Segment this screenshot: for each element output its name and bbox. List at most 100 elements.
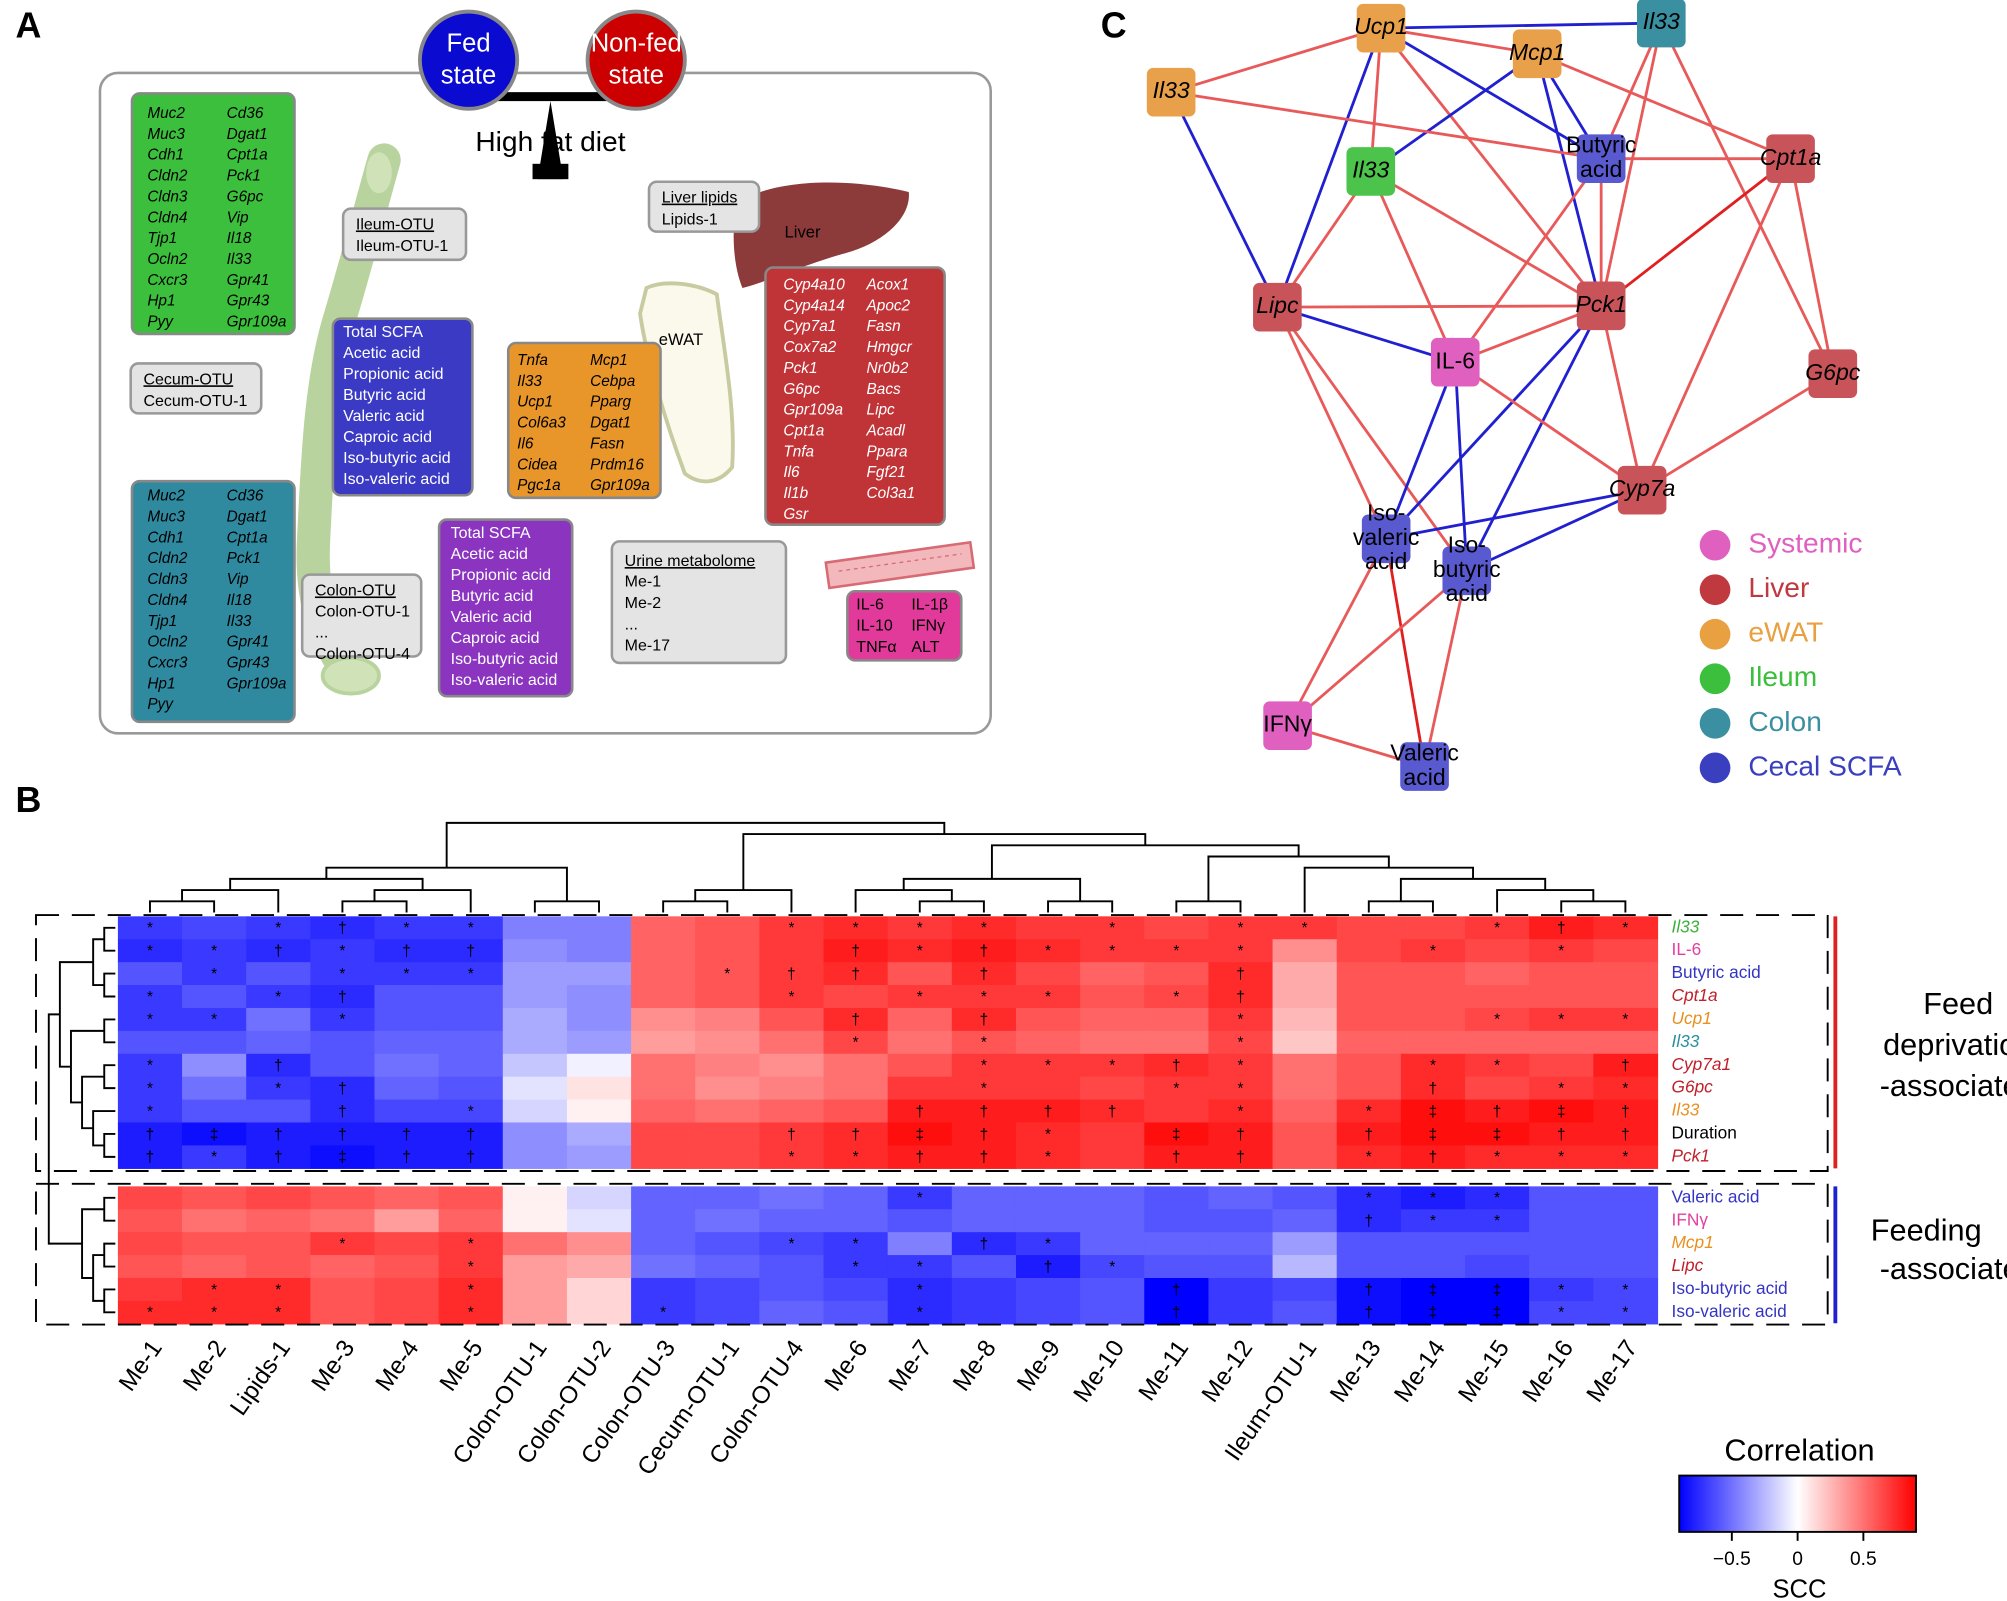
heatmap-cell (438, 1277, 504, 1302)
box-item: Il18 (227, 230, 252, 247)
significance-mark: * (147, 943, 153, 960)
box-item: Cpt1a (783, 422, 824, 439)
row-label: Ucp1 (1672, 1008, 1712, 1028)
heatmap-cell (117, 1076, 183, 1101)
heatmap-cell (1015, 1145, 1081, 1169)
significance-mark: † (274, 1149, 283, 1166)
significance-mark: * (1173, 989, 1179, 1006)
heatmap-cell (631, 1030, 696, 1055)
heatmap-cell (1465, 1099, 1530, 1124)
significance-mark: † (402, 1126, 411, 1143)
node (1808, 349, 1858, 399)
box-item: Gpr109a (227, 314, 287, 331)
edge (1380, 26, 1538, 56)
significance-mark: ‡ (1493, 1305, 1502, 1322)
heatmap-cell (1593, 1186, 1659, 1210)
dendrogram-branch (341, 900, 408, 913)
heatmap-cell (1336, 1186, 1402, 1210)
heatmap-cell (1015, 1007, 1081, 1032)
significance-mark: * (1494, 1012, 1500, 1029)
heatmap-cell (438, 985, 504, 1009)
heatmap-cell (1400, 1255, 1466, 1279)
box-item: Hp1 (147, 293, 175, 310)
heatmap-cell (310, 1099, 376, 1124)
dendrogram-branch (92, 938, 105, 987)
legend-label: eWAT (1748, 617, 1823, 648)
significance-mark: † (1557, 920, 1566, 937)
significance-mark: * (788, 1149, 794, 1166)
significance-mark: * (1238, 1080, 1244, 1097)
box-item: Tjp1 (147, 613, 177, 630)
significance-mark: † (980, 1012, 989, 1029)
heatmap-cell (695, 1255, 761, 1279)
significance-mark: † (338, 1103, 347, 1120)
heatmap-cell (1465, 1007, 1530, 1032)
edge (1286, 569, 1468, 727)
significance-mark: † (1172, 1058, 1181, 1075)
significance-mark: * (853, 1259, 859, 1276)
significance-mark: † (1621, 1126, 1630, 1143)
heatmap-cell (1272, 1053, 1338, 1078)
heatmap-cell (951, 939, 1017, 963)
row-label: Butyric acid (1672, 962, 1761, 982)
heatmap-cell (1272, 1076, 1338, 1101)
heatmap-cell (1336, 1007, 1402, 1032)
box-item: Tnfa (783, 443, 814, 460)
heatmap-cell (951, 1122, 1017, 1147)
box-header: Urine metabolome (625, 553, 756, 570)
box-item: Gsr (783, 506, 809, 523)
heatmap-cell (502, 985, 568, 1009)
heatmap-cell (117, 1099, 183, 1124)
significance-mark: * (147, 1305, 153, 1322)
heatmap-cell (759, 962, 825, 986)
heatmap-cell (310, 1300, 376, 1325)
row-label: Iso-valeric acid (1672, 1301, 1787, 1321)
box-header: Ileum-OTU (356, 216, 434, 233)
heatmap-cell (1144, 985, 1210, 1009)
heatmap-cell (438, 1300, 504, 1325)
heatmap-cell (1015, 1122, 1081, 1147)
heatmap-cell (631, 1099, 696, 1124)
box-item: Fasn (590, 435, 624, 452)
node-label: Ucp1 (1354, 13, 1408, 39)
box-item: Cyp4a10 (783, 276, 845, 293)
heatmap-cell (566, 1300, 632, 1325)
heatmap-cell (566, 1186, 632, 1210)
box-item: Prdm16 (590, 456, 644, 473)
box-item: Pyy (147, 696, 174, 713)
node-label: acid (1365, 548, 1407, 574)
node-label: IFNγ (1263, 711, 1312, 737)
significance-mark: * (981, 989, 987, 1006)
heatmap-cell (1015, 1053, 1081, 1078)
heatmap-cell (1465, 1145, 1530, 1169)
dendrogram-branch (445, 821, 946, 868)
column-label: Me-15 (1453, 1335, 1515, 1407)
significance-mark: * (1494, 1058, 1500, 1075)
significance-mark: * (1238, 1103, 1244, 1120)
heatmap-cell (310, 1076, 376, 1101)
heatmap-cell (951, 962, 1017, 986)
heatmap-cell (310, 1053, 376, 1078)
heatmap-cell (1593, 1076, 1659, 1101)
heatmap-cell (759, 1007, 825, 1032)
heatmap-cell (1208, 1232, 1274, 1256)
heatmap-cell (117, 1186, 183, 1210)
box-item: Muc3 (147, 508, 185, 525)
node (1346, 147, 1396, 196)
box-item: Acetic acid (451, 546, 528, 563)
heatmap-cell (1272, 1300, 1338, 1325)
box-item: Me-2 (625, 595, 662, 612)
column-label: Me-2 (178, 1335, 232, 1396)
heatmap-cell (1465, 962, 1530, 986)
heatmap-cell (310, 1122, 376, 1147)
heatmap-cell (1336, 1300, 1402, 1325)
legend-swatch (1699, 529, 1731, 561)
heatmap-cell (1144, 1232, 1210, 1256)
heatmap-cell (1400, 1209, 1466, 1233)
significance-mark: * (981, 1058, 987, 1075)
heatmap-cell (1080, 1122, 1145, 1147)
balance-base (532, 163, 569, 180)
heatmap-cell (823, 1053, 889, 1078)
heatmap-cell (438, 1053, 504, 1078)
dendrogram-branch (103, 1288, 116, 1314)
